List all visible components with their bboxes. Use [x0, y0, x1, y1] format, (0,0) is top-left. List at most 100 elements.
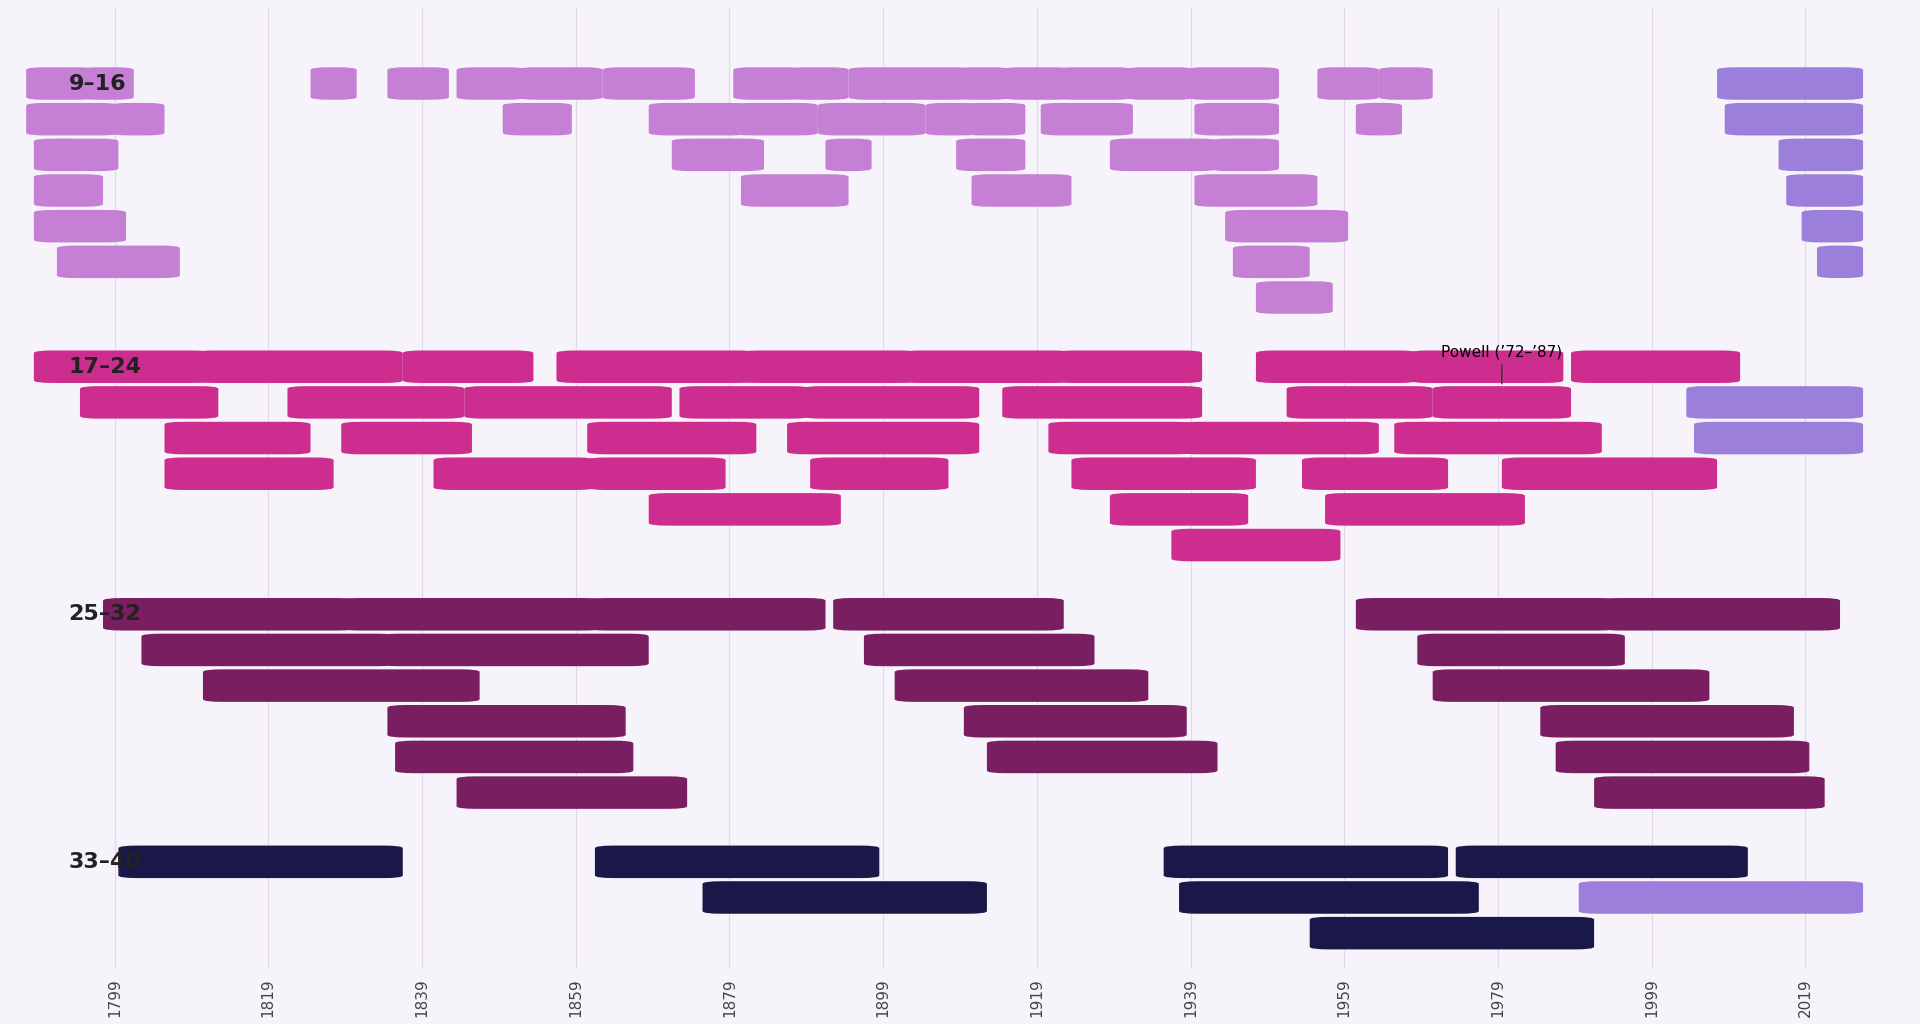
- Text: 17–24: 17–24: [69, 356, 142, 377]
- FancyBboxPatch shape: [964, 103, 1025, 135]
- FancyBboxPatch shape: [895, 670, 1148, 701]
- FancyBboxPatch shape: [1056, 350, 1202, 383]
- FancyBboxPatch shape: [196, 350, 403, 383]
- Text: Powell (’72–’87): Powell (’72–’87): [1442, 344, 1563, 384]
- FancyBboxPatch shape: [595, 846, 879, 879]
- FancyBboxPatch shape: [165, 422, 311, 455]
- FancyBboxPatch shape: [81, 68, 134, 99]
- FancyBboxPatch shape: [73, 138, 119, 171]
- FancyBboxPatch shape: [810, 458, 948, 489]
- FancyBboxPatch shape: [864, 634, 1094, 667]
- FancyBboxPatch shape: [603, 68, 695, 99]
- FancyBboxPatch shape: [1724, 103, 1862, 135]
- FancyBboxPatch shape: [27, 68, 96, 99]
- FancyBboxPatch shape: [972, 174, 1071, 207]
- FancyBboxPatch shape: [1179, 422, 1379, 455]
- FancyBboxPatch shape: [1110, 138, 1217, 171]
- FancyBboxPatch shape: [649, 494, 841, 525]
- FancyBboxPatch shape: [142, 634, 396, 667]
- FancyBboxPatch shape: [1716, 68, 1862, 99]
- FancyBboxPatch shape: [1455, 846, 1747, 879]
- FancyBboxPatch shape: [1187, 68, 1279, 99]
- FancyBboxPatch shape: [503, 103, 572, 135]
- FancyBboxPatch shape: [1256, 350, 1417, 383]
- FancyBboxPatch shape: [588, 598, 826, 631]
- FancyBboxPatch shape: [588, 422, 756, 455]
- FancyBboxPatch shape: [1302, 458, 1448, 489]
- FancyBboxPatch shape: [119, 846, 403, 879]
- FancyBboxPatch shape: [1286, 386, 1432, 419]
- FancyBboxPatch shape: [1501, 458, 1716, 489]
- FancyBboxPatch shape: [849, 68, 972, 99]
- FancyBboxPatch shape: [342, 422, 472, 455]
- FancyBboxPatch shape: [165, 458, 334, 489]
- FancyBboxPatch shape: [1356, 598, 1617, 631]
- FancyBboxPatch shape: [680, 386, 810, 419]
- FancyBboxPatch shape: [1171, 528, 1340, 561]
- FancyBboxPatch shape: [741, 174, 849, 207]
- FancyBboxPatch shape: [1002, 386, 1202, 419]
- FancyBboxPatch shape: [342, 598, 603, 631]
- FancyBboxPatch shape: [1356, 103, 1402, 135]
- FancyBboxPatch shape: [1601, 598, 1839, 631]
- FancyBboxPatch shape: [964, 705, 1187, 737]
- FancyBboxPatch shape: [1409, 350, 1563, 383]
- FancyBboxPatch shape: [288, 386, 465, 419]
- FancyBboxPatch shape: [1686, 386, 1862, 419]
- FancyBboxPatch shape: [787, 68, 849, 99]
- FancyBboxPatch shape: [1110, 494, 1248, 525]
- FancyBboxPatch shape: [35, 174, 104, 207]
- FancyBboxPatch shape: [35, 210, 127, 243]
- FancyBboxPatch shape: [457, 68, 526, 99]
- FancyBboxPatch shape: [1210, 138, 1279, 171]
- Text: 9–16: 9–16: [69, 74, 127, 93]
- FancyBboxPatch shape: [818, 103, 925, 135]
- FancyBboxPatch shape: [1778, 138, 1862, 171]
- FancyBboxPatch shape: [1816, 246, 1862, 279]
- FancyBboxPatch shape: [204, 670, 480, 701]
- FancyBboxPatch shape: [833, 598, 1064, 631]
- FancyBboxPatch shape: [111, 103, 165, 135]
- FancyBboxPatch shape: [1256, 282, 1332, 313]
- FancyBboxPatch shape: [902, 350, 1071, 383]
- FancyBboxPatch shape: [1041, 103, 1133, 135]
- FancyBboxPatch shape: [1164, 846, 1448, 879]
- FancyBboxPatch shape: [1394, 422, 1601, 455]
- FancyBboxPatch shape: [50, 138, 96, 171]
- FancyBboxPatch shape: [1194, 103, 1240, 135]
- FancyBboxPatch shape: [826, 138, 872, 171]
- Text: 33–40: 33–40: [69, 852, 142, 871]
- FancyBboxPatch shape: [733, 103, 818, 135]
- FancyBboxPatch shape: [1233, 246, 1309, 279]
- FancyBboxPatch shape: [1125, 68, 1194, 99]
- FancyBboxPatch shape: [1056, 68, 1133, 99]
- FancyBboxPatch shape: [403, 350, 534, 383]
- FancyBboxPatch shape: [649, 103, 749, 135]
- FancyBboxPatch shape: [104, 598, 357, 631]
- FancyBboxPatch shape: [956, 138, 1025, 171]
- FancyBboxPatch shape: [1432, 386, 1571, 419]
- FancyBboxPatch shape: [1210, 103, 1279, 135]
- FancyBboxPatch shape: [35, 138, 81, 171]
- FancyBboxPatch shape: [388, 705, 626, 737]
- Text: 25–32: 25–32: [69, 604, 142, 625]
- FancyBboxPatch shape: [1693, 422, 1862, 455]
- FancyBboxPatch shape: [1432, 670, 1709, 701]
- FancyBboxPatch shape: [58, 246, 180, 279]
- FancyBboxPatch shape: [1379, 68, 1432, 99]
- FancyBboxPatch shape: [1225, 210, 1348, 243]
- FancyBboxPatch shape: [434, 458, 595, 489]
- FancyBboxPatch shape: [1786, 174, 1862, 207]
- FancyBboxPatch shape: [1309, 916, 1594, 949]
- FancyBboxPatch shape: [925, 103, 979, 135]
- FancyBboxPatch shape: [741, 350, 918, 383]
- FancyBboxPatch shape: [1578, 882, 1862, 913]
- FancyBboxPatch shape: [557, 350, 756, 383]
- FancyBboxPatch shape: [1417, 634, 1624, 667]
- FancyBboxPatch shape: [1048, 422, 1194, 455]
- FancyBboxPatch shape: [1555, 740, 1809, 773]
- FancyBboxPatch shape: [803, 386, 979, 419]
- FancyBboxPatch shape: [1194, 174, 1317, 207]
- FancyBboxPatch shape: [457, 776, 687, 809]
- FancyBboxPatch shape: [380, 634, 649, 667]
